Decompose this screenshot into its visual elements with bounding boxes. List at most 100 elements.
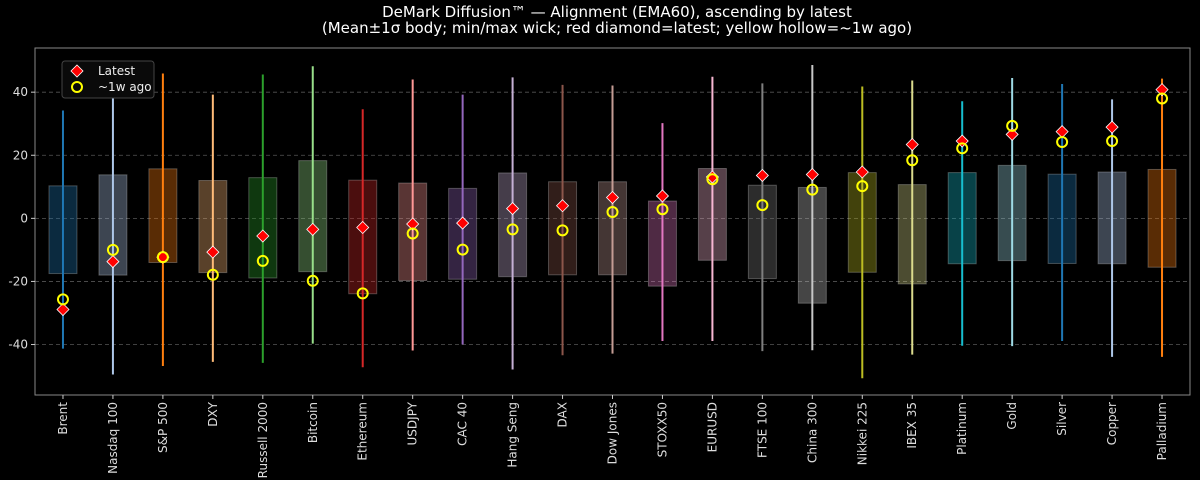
- latest-marker: [555, 199, 570, 213]
- week-ago-marker: [206, 268, 219, 281]
- series-ftse-100: [747, 83, 777, 352]
- series-ibex-35: [897, 80, 927, 355]
- week-ago-marker: [1156, 92, 1169, 105]
- series-nikkei-225: [847, 86, 877, 379]
- week-ago-marker: [906, 154, 919, 167]
- x-tick-label: Bitcoin: [306, 402, 320, 443]
- series-gold: [997, 77, 1027, 347]
- week-ago-marker: [106, 243, 119, 256]
- x-tick-label: Ethereum: [356, 402, 370, 461]
- week-ago-marker: [256, 254, 269, 267]
- series-russell-2000: [248, 74, 278, 363]
- week-ago-marker: [456, 243, 469, 256]
- series-dxy: [198, 94, 228, 362]
- series-dow-jones: [598, 85, 627, 354]
- week-ago-marker: [856, 180, 869, 193]
- series-silver: [1047, 83, 1077, 342]
- latest-marker: [1105, 120, 1119, 134]
- x-tick-label: Russell 2000: [256, 402, 270, 478]
- week-ago-marker: [756, 199, 769, 212]
- week-ago-marker: [656, 203, 669, 216]
- x-tick-label: Hang Seng: [506, 402, 520, 468]
- series-usdjpy: [398, 79, 428, 351]
- x-tick-label: EURUSD: [705, 402, 719, 452]
- series-dax: [548, 84, 578, 356]
- latest-marker: [1005, 127, 1019, 142]
- latest-marker: [256, 229, 270, 243]
- latest-marker: [805, 167, 819, 182]
- week-ago-marker: [56, 293, 69, 306]
- latest-marker: [905, 137, 919, 152]
- latest-marker: [506, 202, 520, 216]
- legend-latest-label: Latest: [98, 64, 135, 78]
- x-tick-label: USDJPY: [406, 401, 420, 445]
- week-ago-marker: [556, 224, 569, 237]
- x-tick-label: Palladium: [1155, 402, 1169, 460]
- series-brent: [48, 110, 78, 349]
- latest-marker: [456, 216, 470, 230]
- x-tick-label: STOXX50: [655, 402, 669, 457]
- legend-latest-diamond-icon: [70, 64, 84, 78]
- series-ethereum: [348, 109, 378, 368]
- x-tick-label: Nasdaq 100: [106, 402, 120, 474]
- week-ago-marker: [356, 287, 369, 300]
- week-ago-marker: [156, 251, 169, 264]
- latest-marker: [206, 245, 220, 259]
- x-tick-label: S&P 500: [156, 402, 170, 453]
- series-s-p-500: [148, 73, 178, 366]
- week-ago-marker: [406, 227, 419, 240]
- chart-subtitle: (Mean±1σ body; min/max wick; red diamond…: [322, 19, 912, 37]
- legend: Latest ~1w ago: [61, 60, 155, 99]
- latest-marker: [855, 165, 869, 179]
- series-china-300: [797, 65, 827, 351]
- week-ago-marker: [1006, 119, 1019, 132]
- x-tick-label: IBEX 35: [905, 402, 919, 449]
- latest-marker: [56, 302, 70, 317]
- x-tick-label: DAX: [556, 402, 570, 427]
- latest-marker: [406, 217, 420, 231]
- x-tick-label: Gold: [1005, 402, 1019, 430]
- x-tick-label: Platinum: [955, 402, 969, 455]
- y-tick-label: -40: [8, 338, 28, 352]
- week-ago-marker: [1056, 136, 1069, 149]
- latest-marker: [306, 222, 320, 236]
- series-cac-40: [448, 94, 478, 345]
- x-tick-label: Dow Jones: [606, 402, 620, 464]
- week-ago-marker: [806, 183, 819, 196]
- y-tick-label: 0: [20, 211, 28, 225]
- legend-weekago-circle-icon: [71, 81, 83, 93]
- legend-weekago-label: ~1w ago: [98, 80, 152, 94]
- y-tick-label: 40: [13, 85, 28, 99]
- series-stoxx50: [647, 123, 677, 342]
- series-eurusd: [697, 76, 727, 342]
- latest-marker: [106, 254, 120, 269]
- series-copper: [1097, 99, 1127, 357]
- latest-marker: [655, 189, 670, 203]
- x-tick-label: Copper: [1105, 402, 1119, 445]
- x-tick-label: FTSE 100: [755, 402, 769, 458]
- week-ago-marker: [306, 274, 319, 287]
- latest-marker: [356, 220, 370, 235]
- x-tick-label: Brent: [56, 402, 70, 435]
- series-bitcoin: [298, 66, 328, 344]
- series-nasdaq-100: [98, 83, 128, 375]
- latest-marker: [1155, 83, 1169, 97]
- week-ago-marker: [956, 142, 969, 155]
- x-tick-label: China 300: [805, 402, 819, 463]
- y-tick-label: 20: [13, 148, 28, 162]
- series-palladium: [1147, 78, 1177, 357]
- week-ago-marker: [1106, 135, 1119, 148]
- week-ago-marker: [606, 206, 619, 219]
- week-ago-marker: [506, 223, 519, 236]
- x-tick-label: CAC 40: [456, 402, 470, 446]
- series-hang-seng: [498, 77, 528, 370]
- latest-marker: [605, 190, 620, 205]
- series-platinum: [947, 101, 977, 346]
- latest-marker: [1055, 125, 1069, 139]
- latest-marker: [755, 168, 769, 183]
- x-tick-label: DXY: [206, 401, 220, 426]
- y-tick-label: -20: [8, 274, 28, 288]
- legend-box: [61, 60, 155, 99]
- chart-title: DeMark Diffusion™ — Alignment (EMA60), a…: [382, 3, 852, 21]
